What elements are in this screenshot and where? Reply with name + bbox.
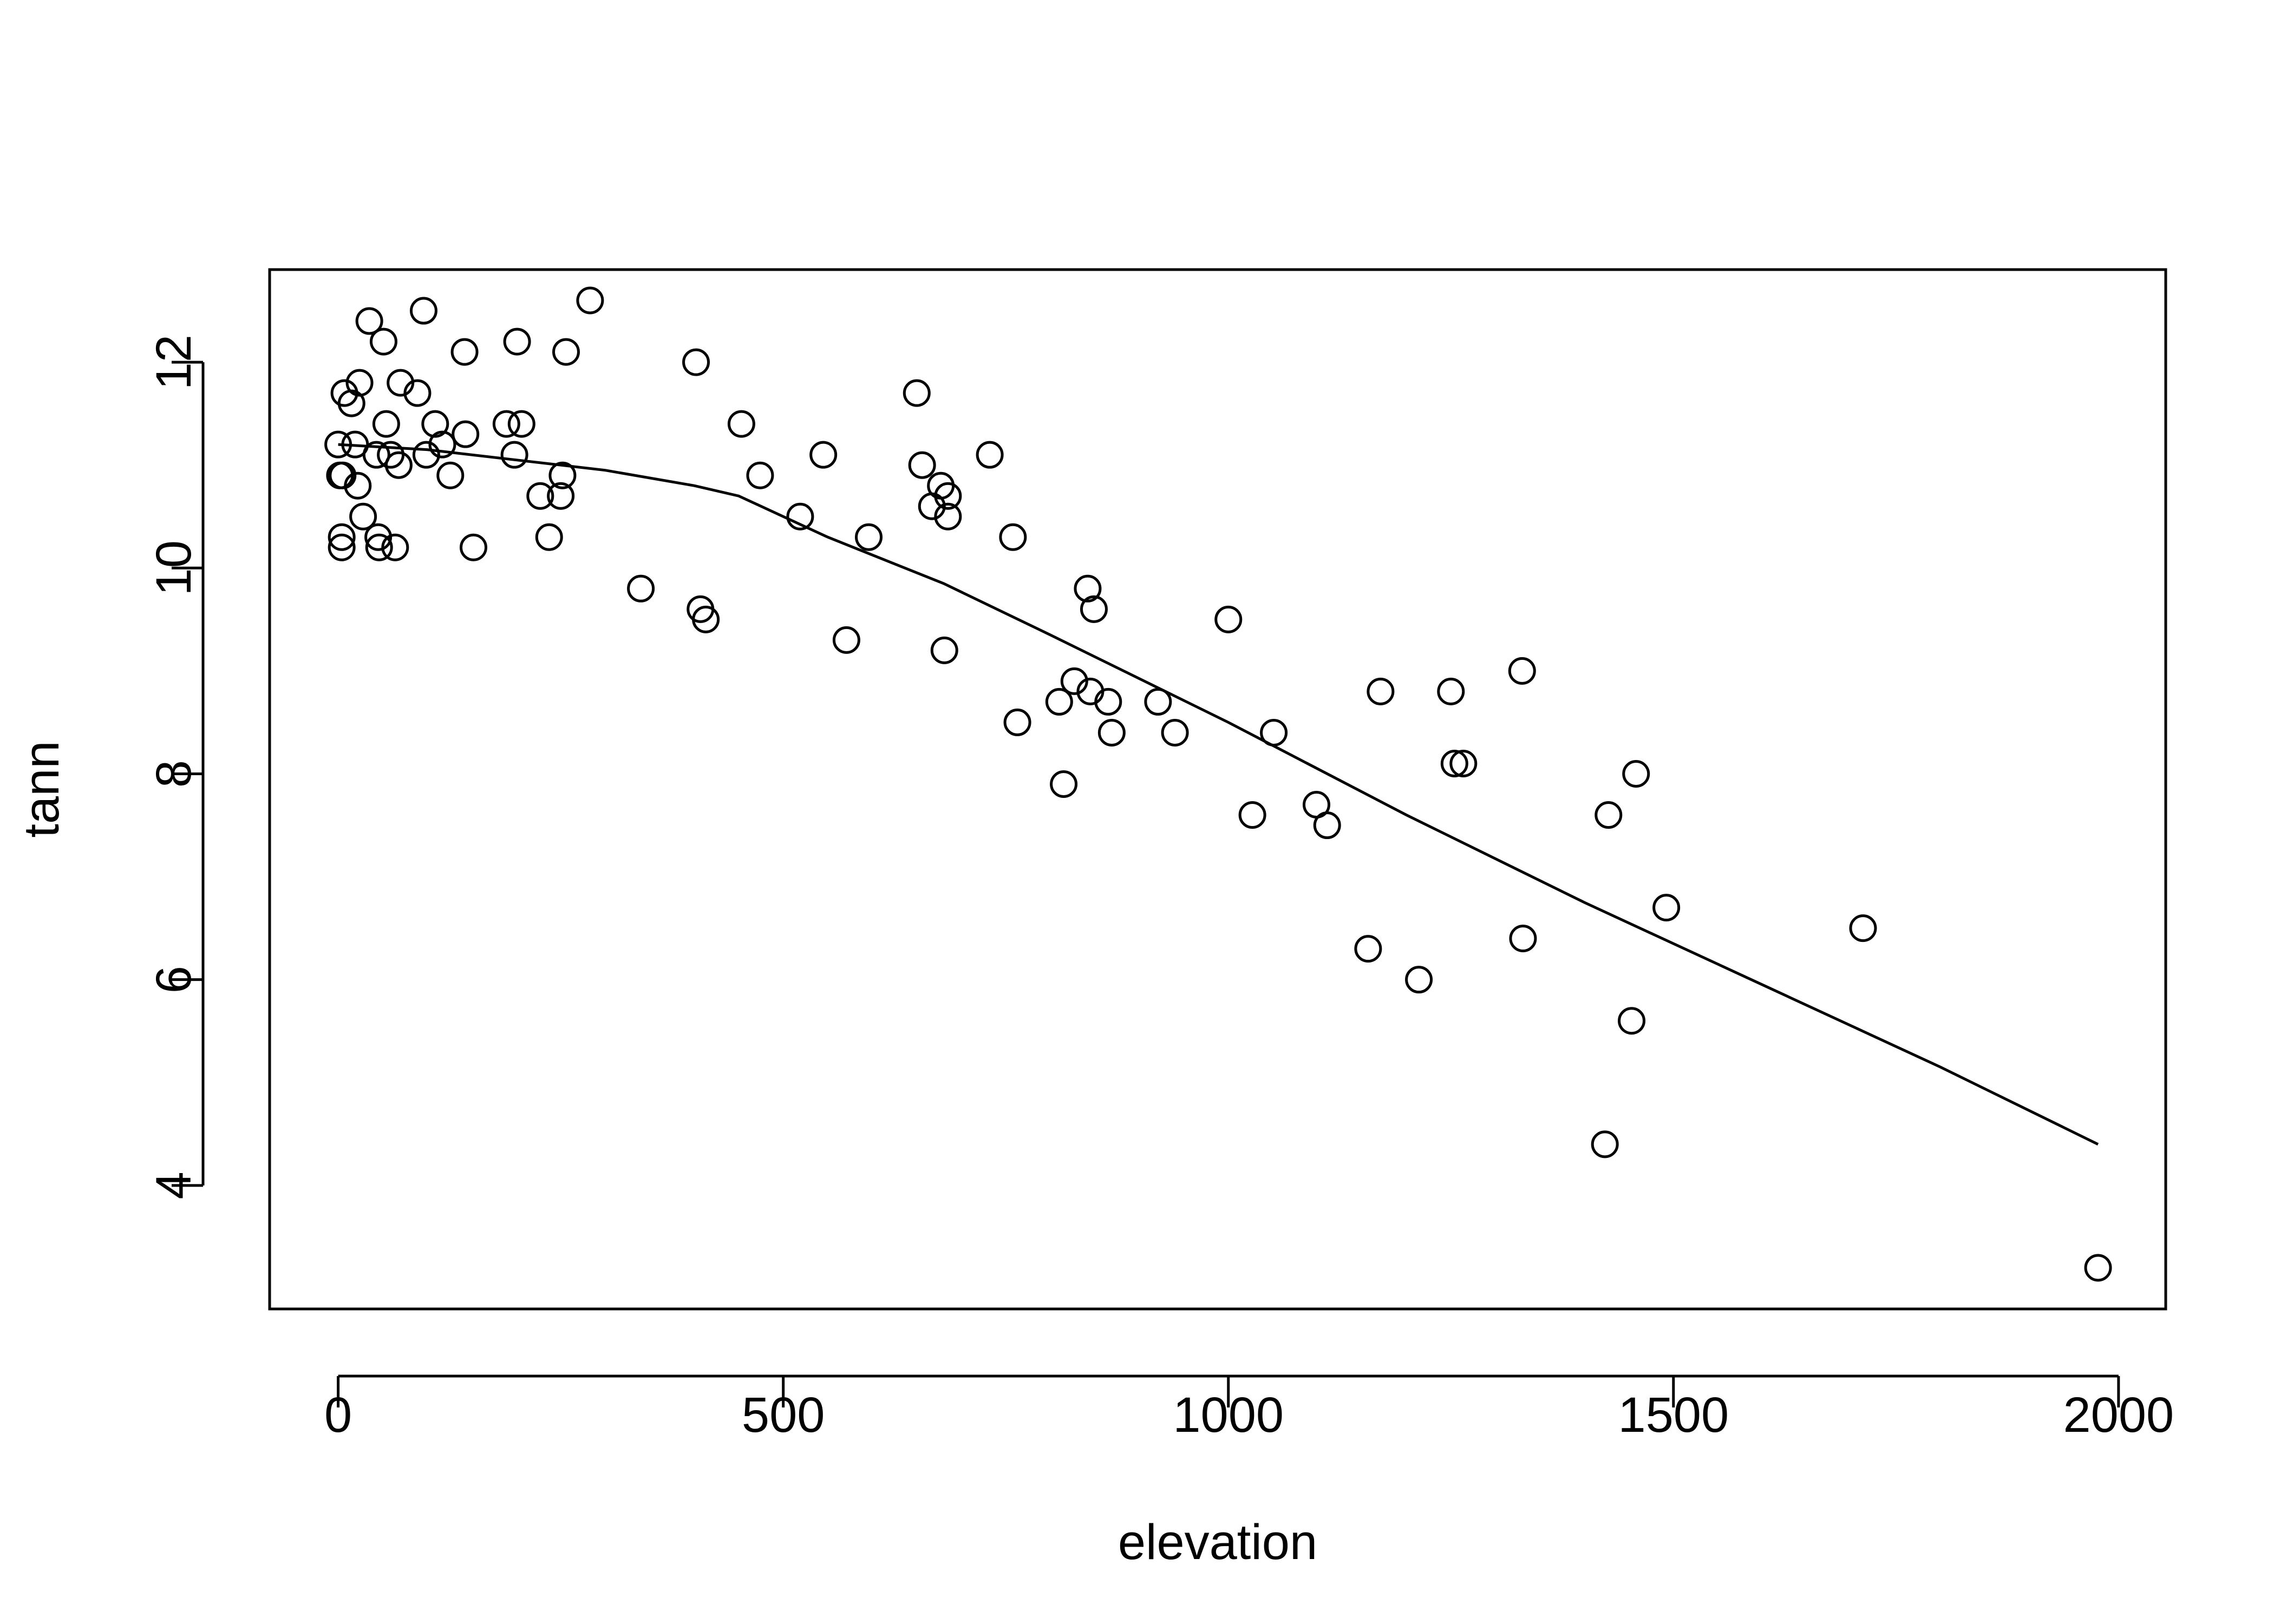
data-point [1591, 1130, 1619, 1158]
data-point [1080, 595, 1108, 623]
data-point [934, 482, 962, 510]
data-point [1074, 574, 1102, 603]
data-point [976, 441, 1004, 469]
data-point [627, 574, 655, 603]
data-point [535, 523, 563, 551]
data-point [1097, 718, 1126, 746]
data-point [1440, 749, 1468, 777]
y-axis: 4 6 8 10 12 [146, 335, 205, 1199]
y-tick-label: 12 [146, 335, 201, 390]
data-point [362, 441, 390, 469]
data-point [452, 420, 480, 448]
fit-line-layer [338, 443, 2099, 1146]
data-point [908, 451, 936, 479]
data-point [727, 410, 755, 438]
data-point [1003, 708, 1031, 736]
data-point [1367, 677, 1395, 705]
x-axis: 0 500 1000 1500 2000 [324, 1374, 2174, 1443]
data-point [548, 461, 577, 489]
data-point [328, 523, 356, 551]
x-tick-label: 0 [324, 1387, 352, 1443]
data-point [2084, 1254, 2112, 1282]
data-point [1509, 925, 1537, 953]
data-point [349, 502, 377, 531]
data-point [365, 533, 393, 561]
x-tick-label: 500 [742, 1387, 825, 1443]
data-point [786, 502, 814, 531]
y-axis-label: tann [14, 741, 69, 837]
data-point [1405, 966, 1433, 994]
plot-frame [268, 268, 2167, 1311]
data-point [1449, 749, 1478, 777]
data-point [547, 482, 575, 510]
data-point [526, 482, 554, 510]
data-point [403, 379, 432, 407]
y-tick-label: 6 [146, 966, 201, 993]
data-point [345, 369, 374, 397]
data-point [1313, 811, 1341, 840]
data-point [507, 410, 535, 438]
data-point [328, 533, 356, 561]
y-tick-label: 8 [146, 760, 201, 788]
data-point [436, 461, 465, 489]
data-point [682, 348, 710, 376]
data-point [428, 430, 456, 459]
data-point [384, 451, 413, 479]
data-point [1144, 687, 1172, 716]
x-tick-label: 1500 [1618, 1387, 1729, 1443]
data-point [1652, 894, 1681, 922]
x-tick-label: 1000 [1173, 1387, 1284, 1443]
data-point [344, 472, 372, 500]
data-point [381, 533, 409, 561]
data-point [372, 410, 400, 438]
y-tick-label: 10 [146, 540, 201, 595]
data-point [809, 441, 838, 469]
data-point [1618, 1007, 1646, 1035]
data-point [1050, 770, 1078, 798]
data-point [903, 379, 931, 407]
data-point [1161, 718, 1189, 746]
data-point [324, 430, 352, 459]
data-point [369, 328, 397, 356]
data-point [1238, 801, 1266, 829]
data-point [409, 297, 437, 325]
data-point [460, 533, 488, 561]
data-point [492, 410, 520, 438]
data-point [450, 338, 479, 366]
data-point [552, 338, 580, 366]
data-point [999, 523, 1027, 551]
data-point [576, 286, 604, 315]
data-point [1437, 677, 1465, 705]
data-point [832, 626, 860, 654]
data-point [1094, 687, 1122, 716]
data-point [1849, 914, 1877, 942]
data-point [1260, 718, 1288, 746]
data-point [855, 523, 883, 551]
data-point [500, 441, 528, 469]
y-tick-label: 4 [146, 1171, 201, 1199]
data-point [1045, 687, 1073, 716]
data-point [412, 441, 440, 469]
data-point [1622, 759, 1650, 788]
fit-line [338, 443, 2099, 1146]
data-point [1595, 801, 1623, 829]
x-axis-label: elevation [1118, 1515, 1317, 1570]
data-point [503, 328, 531, 356]
data-point [355, 307, 383, 335]
data-point [1354, 935, 1382, 963]
data-point [934, 502, 962, 531]
data-point [692, 605, 720, 633]
data-point [746, 461, 774, 489]
points-layer [324, 286, 2112, 1282]
data-point [329, 461, 357, 489]
data-point [1508, 657, 1536, 685]
data-point [421, 410, 449, 438]
data-point [1060, 667, 1088, 695]
data-point [930, 636, 958, 664]
x-tick-label: 2000 [2063, 1387, 2174, 1443]
data-point [1214, 605, 1243, 633]
